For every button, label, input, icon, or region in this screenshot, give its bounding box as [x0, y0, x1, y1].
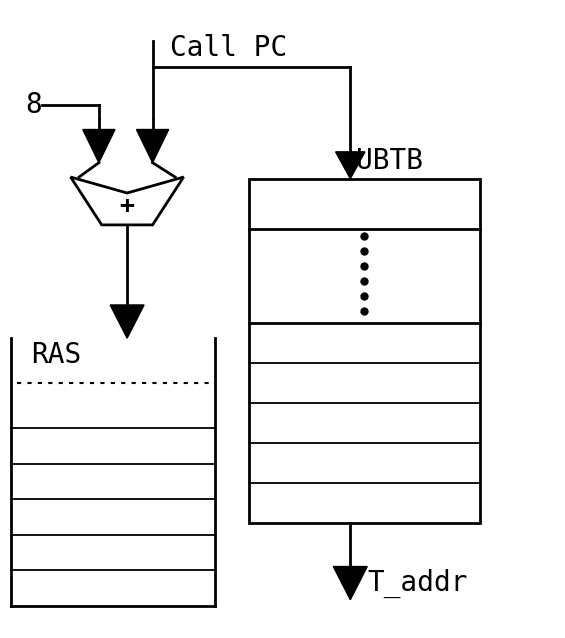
- Text: RAS: RAS: [31, 341, 81, 369]
- Text: T_addr: T_addr: [367, 568, 468, 598]
- Text: UBTB: UBTB: [356, 147, 423, 175]
- Polygon shape: [333, 567, 367, 600]
- Polygon shape: [110, 305, 144, 338]
- Polygon shape: [137, 130, 169, 163]
- Text: Call PC: Call PC: [170, 34, 287, 62]
- Text: +: +: [120, 194, 134, 218]
- Polygon shape: [82, 130, 115, 163]
- Polygon shape: [336, 152, 365, 179]
- Text: 8: 8: [25, 91, 42, 119]
- Bar: [249, 179, 480, 523]
